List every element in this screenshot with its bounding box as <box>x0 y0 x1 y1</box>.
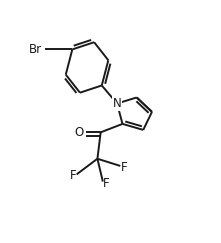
Text: F: F <box>70 169 77 182</box>
Text: Br: Br <box>29 43 42 56</box>
Text: O: O <box>74 126 84 139</box>
Text: F: F <box>121 161 128 174</box>
Text: N: N <box>113 97 121 110</box>
Text: F: F <box>103 177 109 191</box>
